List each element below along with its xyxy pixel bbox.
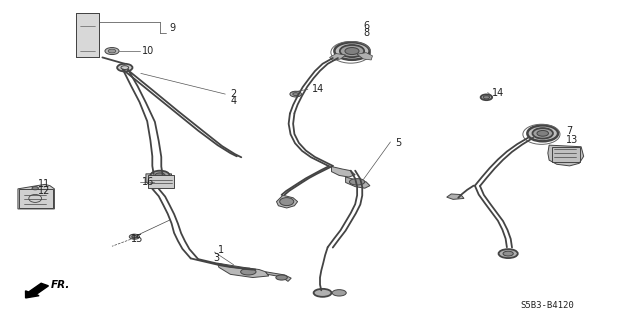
Ellipse shape (293, 93, 298, 96)
Text: 1: 1 (218, 245, 224, 256)
Text: 3: 3 (213, 253, 220, 263)
Text: FR.: FR. (51, 280, 70, 290)
Polygon shape (276, 195, 298, 208)
Bar (76, 13, 99, 57)
Text: 14: 14 (492, 87, 504, 98)
Polygon shape (357, 53, 372, 60)
Ellipse shape (150, 171, 170, 180)
Text: 6: 6 (364, 20, 370, 31)
Ellipse shape (481, 94, 492, 100)
Ellipse shape (499, 249, 518, 258)
Polygon shape (146, 174, 172, 189)
Bar (552, 147, 580, 162)
Text: S5B3-B4120: S5B3-B4120 (520, 301, 574, 310)
Ellipse shape (334, 42, 370, 60)
Text: 5: 5 (396, 138, 402, 148)
Ellipse shape (537, 130, 548, 136)
Ellipse shape (314, 289, 332, 297)
Ellipse shape (155, 173, 165, 178)
Polygon shape (330, 54, 346, 61)
Polygon shape (548, 145, 584, 166)
Text: 9: 9 (170, 23, 176, 33)
Text: 11: 11 (38, 179, 51, 189)
Polygon shape (76, 13, 99, 57)
Text: 4: 4 (230, 96, 237, 107)
FancyArrow shape (26, 283, 49, 298)
Polygon shape (218, 263, 269, 278)
Ellipse shape (532, 128, 553, 138)
Polygon shape (332, 167, 355, 177)
Ellipse shape (483, 96, 490, 99)
Polygon shape (18, 184, 54, 209)
Polygon shape (346, 177, 370, 188)
Text: 15: 15 (131, 234, 143, 244)
Ellipse shape (332, 290, 346, 296)
Ellipse shape (280, 198, 294, 206)
Ellipse shape (117, 64, 132, 71)
Text: 16: 16 (142, 177, 154, 187)
Ellipse shape (105, 48, 119, 55)
Ellipse shape (345, 48, 359, 55)
Ellipse shape (108, 49, 116, 53)
Bar (148, 175, 174, 188)
Text: 14: 14 (312, 84, 324, 94)
Ellipse shape (241, 269, 256, 275)
Text: 7: 7 (566, 126, 573, 136)
Bar (19, 189, 53, 208)
Text: 13: 13 (566, 135, 579, 145)
Text: 12: 12 (38, 186, 51, 197)
Ellipse shape (349, 179, 365, 185)
Ellipse shape (503, 251, 513, 256)
Ellipse shape (276, 275, 287, 280)
Ellipse shape (32, 187, 38, 190)
Ellipse shape (290, 91, 301, 97)
Text: 2: 2 (230, 89, 237, 99)
Ellipse shape (129, 234, 140, 239)
Polygon shape (447, 194, 464, 199)
Ellipse shape (132, 235, 137, 238)
Text: 10: 10 (142, 46, 154, 56)
Ellipse shape (340, 45, 364, 57)
Text: 8: 8 (364, 28, 370, 38)
Polygon shape (266, 272, 291, 281)
Ellipse shape (527, 125, 558, 141)
